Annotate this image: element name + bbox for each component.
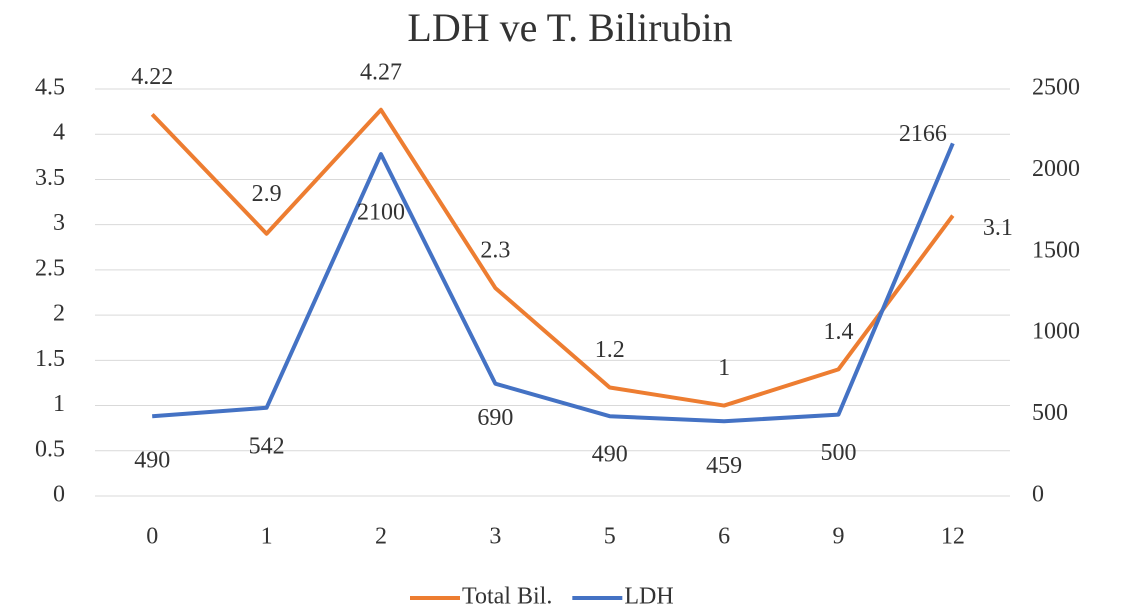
x-tick-label: 9: [832, 524, 844, 550]
y-tick-label: 4.5: [35, 75, 65, 101]
chart-title: LDH ve T. Bilirubin: [407, 5, 732, 50]
data-label: 1.4: [823, 319, 853, 345]
data-label: 2100: [357, 200, 405, 226]
y-tick-label: 3.5: [35, 165, 65, 191]
line-series: [152, 142, 955, 424]
data-label: 1.2: [595, 337, 625, 363]
x-tick-label: 12: [941, 524, 965, 550]
y2-tick-label: 1500: [1032, 237, 1080, 263]
data-label: 4.27: [360, 59, 402, 85]
y-tick-label: 0: [53, 482, 65, 508]
y-tick-label: 2: [53, 301, 65, 327]
data-label: 2166: [899, 121, 947, 147]
y2-tick-label: 1000: [1032, 319, 1080, 345]
y-tick-label: 1.5: [35, 346, 65, 372]
data-label: 542: [249, 433, 285, 459]
data-label: 3.1: [983, 215, 1013, 241]
data-label: 490: [134, 448, 170, 474]
data-label: 1: [718, 355, 730, 381]
data-label: 500: [820, 440, 856, 466]
data-label: 690: [477, 405, 513, 431]
x-tick-label: 1: [261, 524, 273, 550]
x-tick-label: 0: [146, 524, 158, 550]
y-tick-label: 3: [53, 210, 65, 236]
data-label: 459: [706, 453, 742, 479]
x-tick-label: 6: [718, 524, 730, 550]
line-series: [150, 107, 955, 408]
y-tick-label: 2.5: [35, 255, 65, 281]
legend-label: Total Bil.: [462, 584, 552, 610]
y-tick-label: 4: [53, 120, 65, 146]
data-label: 2.9: [252, 181, 282, 207]
x-tick-label: 2: [375, 524, 387, 550]
y-tick-label: 0.5: [35, 436, 65, 462]
legend-label: LDH: [624, 584, 673, 610]
data-label: 490: [592, 442, 628, 468]
y2-tick-label: 500: [1032, 400, 1068, 426]
x-tick-label: 3: [489, 524, 501, 550]
y2-tick-label: 2500: [1032, 75, 1080, 101]
y2-tick-label: 0: [1032, 482, 1044, 508]
x-tick-label: 5: [604, 524, 616, 550]
y-tick-label: 1: [53, 391, 65, 417]
y2-tick-label: 2000: [1032, 156, 1080, 182]
data-label: 4.22: [131, 64, 173, 90]
data-label: 2.3: [480, 237, 510, 263]
